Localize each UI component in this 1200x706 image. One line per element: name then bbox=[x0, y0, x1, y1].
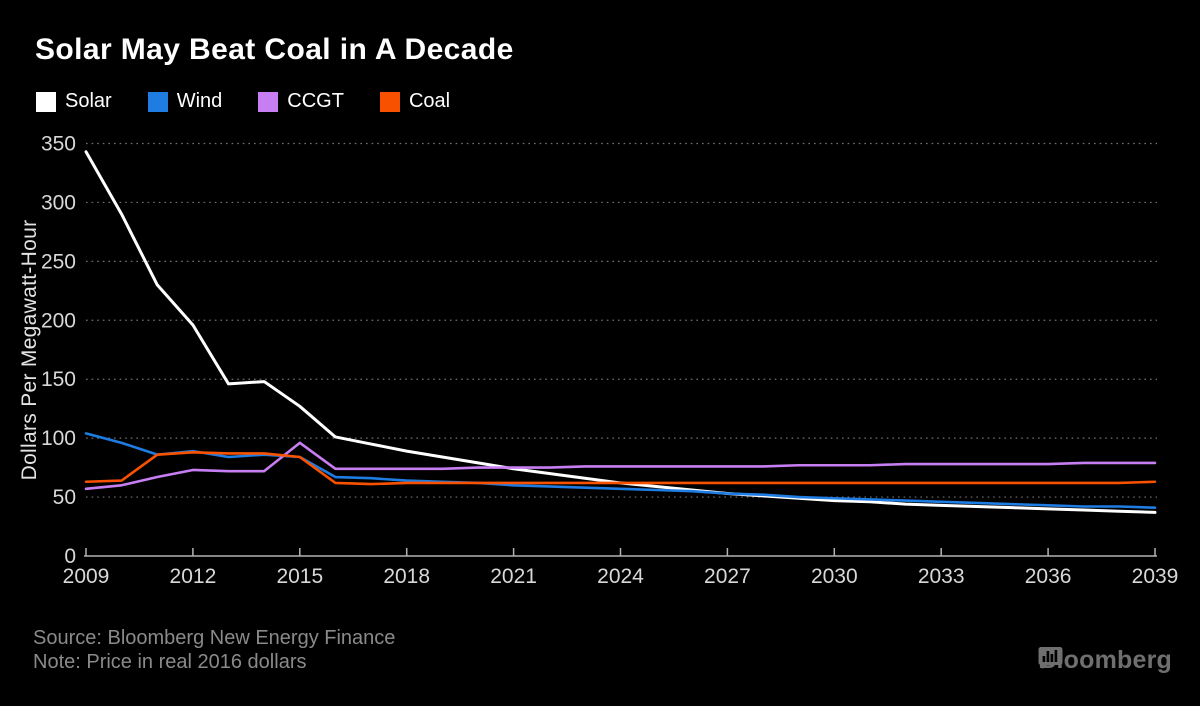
x-tick-label: 2021 bbox=[490, 565, 537, 588]
y-axis-title: Dollars Per Megawatt-Hour bbox=[18, 219, 41, 481]
x-tick-label: 2024 bbox=[597, 565, 644, 588]
x-tick-label: 2018 bbox=[383, 565, 430, 588]
ccgt-swatch-icon bbox=[258, 91, 279, 112]
y-tick-label: 350 bbox=[41, 133, 76, 156]
legend-item-coal: Coal bbox=[379, 90, 451, 113]
x-tick-label: 2039 bbox=[1132, 565, 1179, 588]
source-line: Source: Bloomberg New Energy Finance bbox=[33, 627, 396, 649]
series-line-coal bbox=[84, 450, 1157, 486]
series-line-solar bbox=[84, 150, 1157, 514]
y-tick-label: 50 bbox=[53, 486, 76, 509]
y-tick-label: 250 bbox=[41, 250, 76, 273]
x-tick-label: 2009 bbox=[63, 565, 110, 588]
x-tick-label: 2027 bbox=[704, 565, 751, 588]
x-tick-label: 2015 bbox=[276, 565, 323, 588]
x-tick-label: 2036 bbox=[1025, 565, 1072, 588]
series-line-ccgt bbox=[84, 441, 1157, 491]
x-tick-label: 2033 bbox=[918, 565, 965, 588]
legend-item-ccgt: CCGT bbox=[258, 90, 344, 113]
coal-swatch-icon bbox=[379, 91, 400, 112]
legend-label: Solar bbox=[65, 90, 112, 112]
legend-label: CCGT bbox=[287, 90, 344, 112]
legend-item-wind: Wind bbox=[147, 90, 223, 113]
legend-label: Wind bbox=[176, 90, 223, 112]
y-tick-label: 150 bbox=[41, 368, 76, 391]
page-title: Solar May Beat Coal in A Decade bbox=[35, 33, 514, 66]
y-tick-label: 200 bbox=[41, 309, 76, 332]
y-tick-label: 100 bbox=[41, 427, 76, 450]
wind-swatch-icon bbox=[147, 91, 168, 112]
legend-item-solar: Solar bbox=[36, 90, 112, 113]
chart-legend: Solar Wind CCGT Coal bbox=[36, 90, 450, 113]
bloomberg-logo: Bloomberg bbox=[1038, 646, 1172, 675]
note-line: Note: Price in real 2016 dollars bbox=[33, 651, 307, 673]
solar-swatch-icon bbox=[36, 91, 56, 112]
x-tick-label: 2012 bbox=[170, 565, 217, 588]
y-tick-label: 300 bbox=[41, 191, 76, 214]
x-tick-label: 2030 bbox=[811, 565, 858, 588]
bloomberg-chart-bubble-icon bbox=[1038, 647, 1063, 669]
legend-label: Coal bbox=[408, 90, 451, 112]
y-tick-label: 0 bbox=[64, 545, 76, 568]
footer-notes: Source: Bloomberg New Energy Finance Not… bbox=[33, 626, 395, 674]
